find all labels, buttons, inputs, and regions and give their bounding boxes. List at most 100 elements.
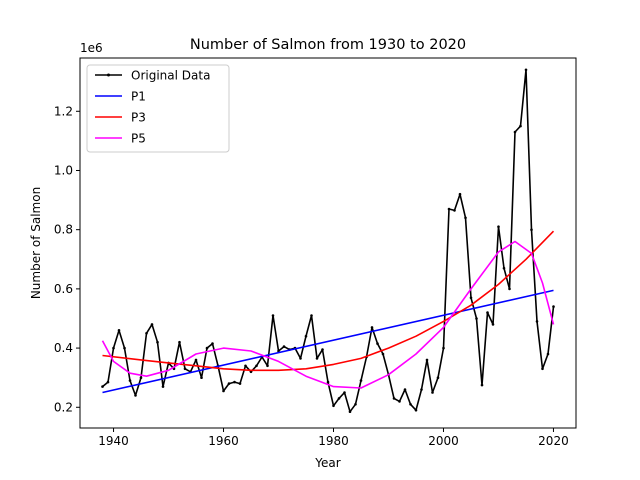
chart-title: Number of Salmon from 1930 to 2020: [190, 37, 466, 53]
data-point: [178, 340, 181, 344]
data-point: [233, 380, 236, 384]
data-point: [530, 228, 533, 231]
data-point: [535, 320, 539, 323]
data-point: [442, 346, 445, 350]
data-point: [112, 346, 115, 350]
legend: Original Data P1 P3 P5: [86, 64, 230, 153]
data-point: [304, 334, 308, 338]
x-tick-label: 1940: [98, 434, 129, 448]
data-point: [425, 358, 429, 362]
data-point: [255, 364, 258, 368]
y-axis: 0.2 0.4 0.6 0.8 1.0 1.2: [54, 104, 80, 414]
data-point: [359, 379, 363, 382]
legend-marker: [107, 73, 110, 77]
data-point: [469, 296, 473, 300]
x-axis-label: Year: [314, 456, 340, 470]
legend-label: P5: [131, 132, 146, 146]
data-point: [414, 408, 418, 412]
data-point: [447, 207, 451, 211]
data-point: [436, 376, 440, 380]
data-point: [524, 68, 528, 72]
data-point: [227, 382, 231, 385]
data-point: [458, 192, 462, 196]
data-point: [282, 345, 286, 348]
data-point: [332, 404, 335, 408]
data-point: [326, 380, 330, 384]
data-point: [497, 225, 500, 228]
data-point: [431, 391, 434, 394]
data-point: [337, 397, 341, 400]
data-point: [310, 314, 313, 317]
x-tick-label: 2000: [428, 434, 459, 448]
data-point: [475, 317, 478, 320]
data-point: [392, 397, 396, 400]
series-line-p1: [102, 289, 554, 394]
data-point: [315, 357, 319, 360]
data-point: [508, 287, 511, 291]
data-point: [321, 348, 324, 351]
data-point: [354, 403, 357, 406]
data-point: [117, 329, 121, 332]
data-point: [271, 314, 275, 317]
data-point: [299, 357, 302, 360]
data-point: [480, 383, 484, 387]
data-point: [519, 124, 522, 128]
x-tick-label: 1960: [208, 434, 239, 448]
data-point: [183, 367, 187, 371]
y-tick-label: 1.0: [54, 163, 73, 177]
data-point: [370, 326, 374, 329]
data-point: [513, 130, 517, 134]
data-point: [420, 388, 423, 391]
legend-label: Original Data: [131, 69, 210, 83]
y-tick-label: 0.4: [54, 341, 73, 355]
data-point: [552, 305, 555, 308]
data-point: [343, 391, 346, 394]
data-point: [161, 385, 165, 388]
data-point: [134, 394, 137, 397]
plot-border: [79, 57, 577, 429]
y-axis-offset-text: 1e6: [80, 41, 103, 55]
data-point: [409, 403, 412, 406]
x-tick-label: 1980: [318, 434, 349, 448]
data-point: [194, 358, 198, 362]
data-point: [150, 323, 154, 326]
data-point: [502, 266, 506, 270]
data-point: [222, 389, 225, 393]
data-point: [541, 367, 544, 371]
data-point: [238, 382, 242, 385]
data-point: [123, 346, 126, 350]
series-line-p5: [101, 240, 555, 389]
y-tick-label: 0.6: [54, 282, 73, 296]
series-layer: [101, 68, 555, 414]
data-point: [244, 364, 247, 368]
legend-box: [86, 64, 230, 153]
data-point: [101, 385, 104, 388]
data-point: [348, 410, 352, 414]
x-axis: 1940 1960 1980 2000 2020: [98, 428, 569, 448]
data-point: [128, 379, 132, 382]
series-line-p3: [102, 230, 555, 372]
y-tick-label: 0.2: [54, 400, 73, 414]
data-point: [145, 332, 148, 335]
data-point: [211, 342, 214, 345]
data-point: [546, 352, 550, 356]
y-axis-label: Number of Salmon: [29, 187, 43, 299]
data-point: [106, 380, 110, 384]
data-point: [453, 209, 456, 212]
y-tick-label: 1.2: [54, 104, 73, 118]
data-point: [398, 400, 401, 403]
legend-label: P1: [131, 90, 146, 104]
data-point: [156, 340, 159, 344]
data-point: [486, 311, 489, 314]
data-point: [249, 370, 253, 374]
y-tick-label: 0.8: [54, 223, 73, 237]
data-point: [200, 376, 203, 380]
data-point: [266, 364, 269, 368]
data-point: [464, 216, 467, 220]
data-point: [491, 323, 495, 326]
data-point: [139, 376, 143, 380]
data-point: [403, 388, 407, 391]
data-point: [277, 349, 280, 353]
data-point: [205, 346, 209, 350]
